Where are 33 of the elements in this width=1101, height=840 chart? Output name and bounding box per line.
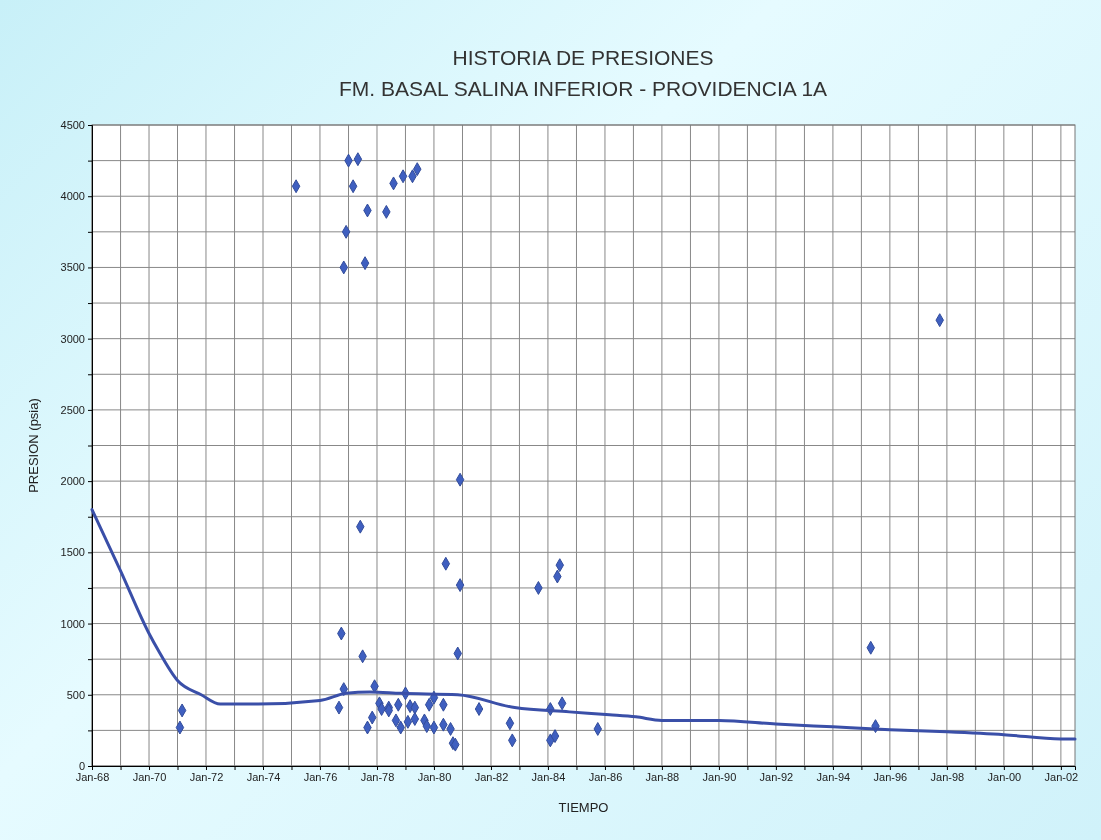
y-tick-label: 2000 (60, 475, 85, 488)
y-tick-label: 0 (78, 760, 85, 773)
y-tick-label: 500 (66, 688, 85, 701)
y-tick-label: 1500 (60, 546, 85, 559)
x-tick-label: Jan-68 (75, 770, 110, 783)
x-tick-label: Jan-94 (816, 770, 851, 783)
y-tick-label: 3500 (60, 261, 85, 274)
x-tick-label: Jan-86 (588, 770, 623, 783)
y-tick-label: 4500 (60, 119, 85, 132)
x-tick-label: Jan-84 (531, 770, 566, 783)
y-tick-label: 4000 (60, 190, 85, 203)
x-tick-label: Jan-82 (474, 770, 509, 783)
y-tick-label: 2500 (60, 403, 85, 416)
x-tick-label: Jan-74 (246, 770, 281, 783)
x-tick-label: Jan-72 (189, 770, 224, 783)
x-tick-label: Jan-92 (759, 770, 794, 783)
x-tick-label: Jan-70 (132, 770, 167, 783)
x-tick-label: Jan-96 (873, 770, 908, 783)
y-axis-title: PRESION (psia) (26, 398, 41, 493)
chart-subtitle: FM. BASAL SALINA INFERIOR - PROVIDENCIA 1A (338, 77, 828, 100)
x-tick-label: Jan-76 (303, 770, 338, 783)
x-axis-title: TIEMPO (558, 800, 609, 815)
x-tick-label: Jan-90 (702, 770, 737, 783)
x-tick-label: Jan-78 (360, 770, 395, 783)
chart-title: HISTORIA DE PRESIONES (452, 46, 714, 69)
y-tick-label: 3000 (60, 332, 85, 345)
x-tick-label: Jan-00 (987, 770, 1022, 783)
x-tick-label: Jan-02 (1044, 770, 1079, 783)
x-tick-label: Jan-80 (417, 770, 452, 783)
y-tick-label: 1000 (60, 617, 85, 630)
x-tick-label: Jan-88 (645, 770, 680, 783)
x-tick-label: Jan-98 (930, 770, 965, 783)
line-series (90, 508, 1077, 741)
